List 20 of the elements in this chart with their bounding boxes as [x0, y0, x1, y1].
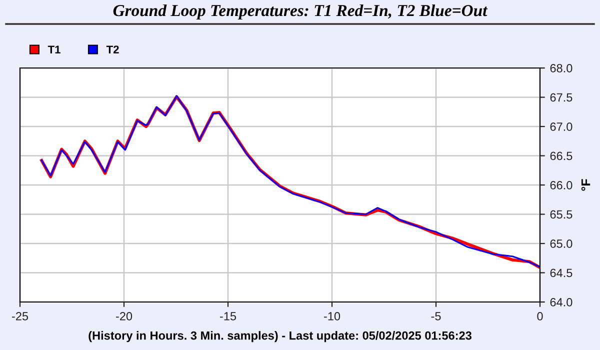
x-tick-label: -25	[12, 312, 28, 320]
legend-label: T1	[48, 46, 60, 54]
legend-label: T2	[106, 46, 119, 54]
x-tick-label: -5	[431, 312, 441, 320]
x-tick-label: 0	[537, 312, 543, 320]
y-tick-label: 64.5	[550, 268, 572, 278]
x-axis-title: (History in Hours. 3 Min. samples) - Last update: 05/02/2025 01:56:23	[88, 331, 472, 342]
chart-title: Ground Loop Temperatures: T1 Red=In, T2 Blue=Out	[113, 4, 488, 20]
y-tick-label: 67.0	[550, 122, 572, 131]
x-tick-label: -10	[324, 312, 340, 320]
y-tick-label: 66.5	[550, 152, 572, 160]
x-tick-label: -15	[220, 312, 236, 320]
x-tick-label: -20	[116, 312, 132, 320]
y-tick-label: 68.0	[550, 64, 572, 72]
y-tick-label: 65.0	[550, 240, 572, 248]
y-tick-label: 65.5	[550, 210, 572, 219]
y-tick-label: 67.5	[550, 93, 572, 102]
y-tick-label: 66.0	[550, 181, 572, 190]
y-axis-title: °F	[581, 179, 590, 191]
y-tick-label: 64.0	[550, 298, 572, 306]
